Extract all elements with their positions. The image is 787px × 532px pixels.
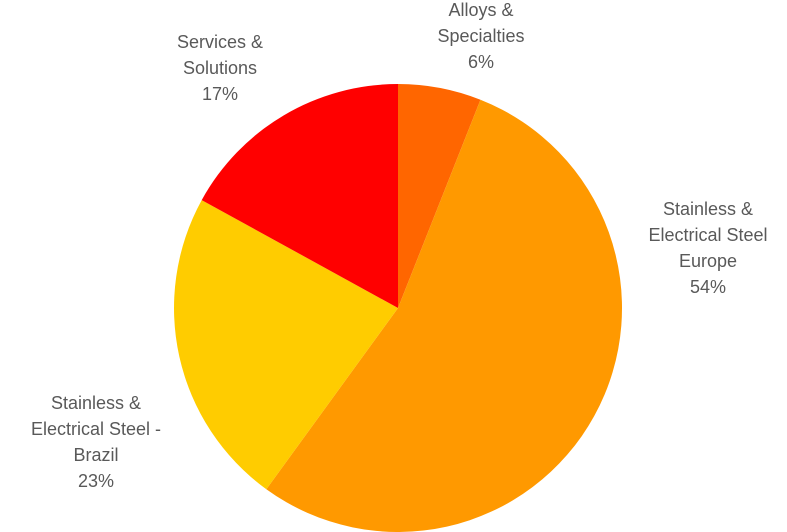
pie-label-line: Stainless & [51,393,141,413]
pie-label-line: Alloys & [448,0,513,20]
pie-label-line: Electrical Steel - [31,419,161,439]
pie-slices [174,84,622,532]
pie-label-line: Specialties [437,26,524,46]
pie-slice-stainless-and-electrical-steel-europe [266,99,622,532]
pie-label-stainless-and-electrical-steel-brazil: Stainless & Electrical Steel - Brazil 23% [31,393,161,491]
pie-label-line: Services & [177,32,263,52]
pie-label-value: 23% [78,471,114,491]
pie-label-value: 54% [690,277,726,297]
pie-slice-stainless-and-electrical-steel-brazil [174,200,398,490]
pie-slice-alloys-and-specialties [398,84,481,308]
pie-slice-services-and-solutions [201,84,398,308]
pie-label-services-and-solutions: Services & Solutions 17% [177,32,263,104]
pie-label-line: Europe [679,251,737,271]
pie-label-line: Solutions [183,58,257,78]
pie-label-line: Brazil [73,445,118,465]
pie-label-value: 6% [468,52,494,72]
pie-label-alloys-and-specialties: Alloys & Specialties 6% [437,0,524,72]
pie-label-stainless-and-electrical-steel-europe: Stainless & Electrical Steel Europe 54% [648,199,767,297]
pie-label-value: 17% [202,84,238,104]
pie-label-line: Electrical Steel [648,225,767,245]
pie-label-line: Stainless & [663,199,753,219]
pie-labels: Alloys & Specialties 6% Stainless & Electric… [31,0,768,491]
